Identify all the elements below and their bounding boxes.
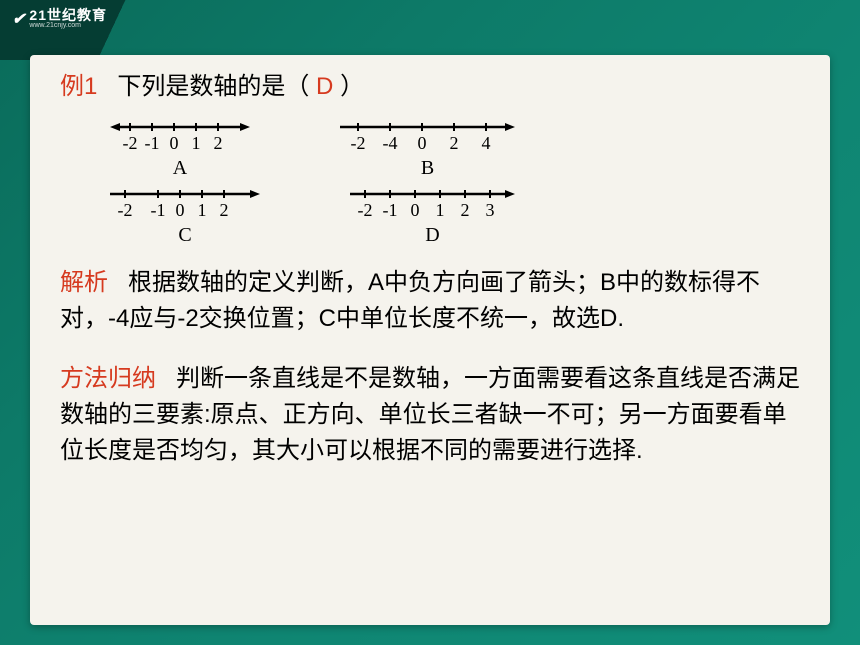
diagram-cell-b: -2 -4 0 2 4 B xyxy=(340,117,515,180)
example-question-end: ） xyxy=(340,73,364,100)
svg-text:0: 0 xyxy=(176,200,185,220)
logo-sub: www.21cnjy.com xyxy=(29,22,107,29)
diagram-row-1: -2-1012 A -2-4024 B xyxy=(110,117,780,180)
option-letter-c: C xyxy=(178,224,191,247)
logo: ✔ 21世纪教育 www.21cnjy.com xyxy=(12,8,107,29)
diagram-area: -2-1012 A -2-4024 B -2-1012 C xyxy=(110,117,780,247)
svg-text:-1: -1 xyxy=(145,133,160,153)
option-letter-b: B xyxy=(421,157,434,180)
svg-text:1: 1 xyxy=(436,200,445,220)
svg-text:-2: -2 xyxy=(358,200,373,220)
option-letter-d: D xyxy=(425,224,439,247)
svg-text:-1: -1 xyxy=(383,200,398,220)
svg-text:0: 0 xyxy=(418,133,427,153)
svg-text:-1: -1 xyxy=(151,200,166,220)
numberline-d: -2 -1 0123 xyxy=(350,184,515,224)
analysis-text: 根据数轴的定义判断，A中负方向画了箭头；B中的数标得不对，-4应与-2交换位置；… xyxy=(60,269,760,332)
svg-text:1: 1 xyxy=(192,133,201,153)
logo-main: 21世纪教育 xyxy=(29,8,107,22)
option-letter-a: A xyxy=(173,157,187,180)
diagram-cell-c: -2 -1 012 C xyxy=(110,184,260,247)
content-box: 例1 下列是数轴的是（ D ） -2-1012 A -2-4024 B xyxy=(30,55,830,625)
svg-text:-2: -2 xyxy=(118,200,133,220)
svg-text:-4: -4 xyxy=(383,133,398,153)
diagram-cell-a: -2 -1 012 A xyxy=(110,117,250,180)
diagram-row-2: -2-1012 C -2-10123 D xyxy=(110,184,780,247)
example-answer: D xyxy=(316,73,333,100)
svg-text:1: 1 xyxy=(198,200,207,220)
example-question: 下列是数轴的是（ xyxy=(117,73,309,100)
analysis-label: 解析 xyxy=(60,269,108,296)
svg-text:4: 4 xyxy=(482,133,491,153)
numberline-c: -2 -1 012 xyxy=(110,184,260,224)
diagram-cell-d: -2 -1 0123 D xyxy=(350,184,515,247)
svg-text:2: 2 xyxy=(214,133,223,153)
numberline-a: -2 -1 012 xyxy=(110,117,250,157)
logo-check-icon: ✔ xyxy=(12,9,25,29)
method-text: 判断一条直线是不是数轴，一方面需要看这条直线是否满足数轴的三要素:原点、正方向、… xyxy=(60,365,800,464)
example-label: 例1 xyxy=(60,73,97,100)
logo-text: 21世纪教育 www.21cnjy.com xyxy=(29,8,107,29)
example-line: 例1 下列是数轴的是（ D ） xyxy=(60,69,800,105)
svg-text:0: 0 xyxy=(411,200,420,220)
svg-text:0: 0 xyxy=(170,133,179,153)
numberline-b: -2 -4 0 2 4 xyxy=(340,117,515,157)
method-label: 方法归纳 xyxy=(60,365,156,392)
svg-text:3: 3 xyxy=(486,200,495,220)
method-block: 方法归纳 判断一条直线是不是数轴，一方面需要看这条直线是否满足数轴的三要素:原点… xyxy=(60,361,800,469)
svg-text:-2: -2 xyxy=(351,133,366,153)
svg-text:2: 2 xyxy=(220,200,229,220)
svg-text:2: 2 xyxy=(450,133,459,153)
analysis-block: 解析 根据数轴的定义判断，A中负方向画了箭头；B中的数标得不对，-4应与-2交换… xyxy=(60,265,800,337)
svg-text:2: 2 xyxy=(461,200,470,220)
svg-text:-2: -2 xyxy=(123,133,138,153)
